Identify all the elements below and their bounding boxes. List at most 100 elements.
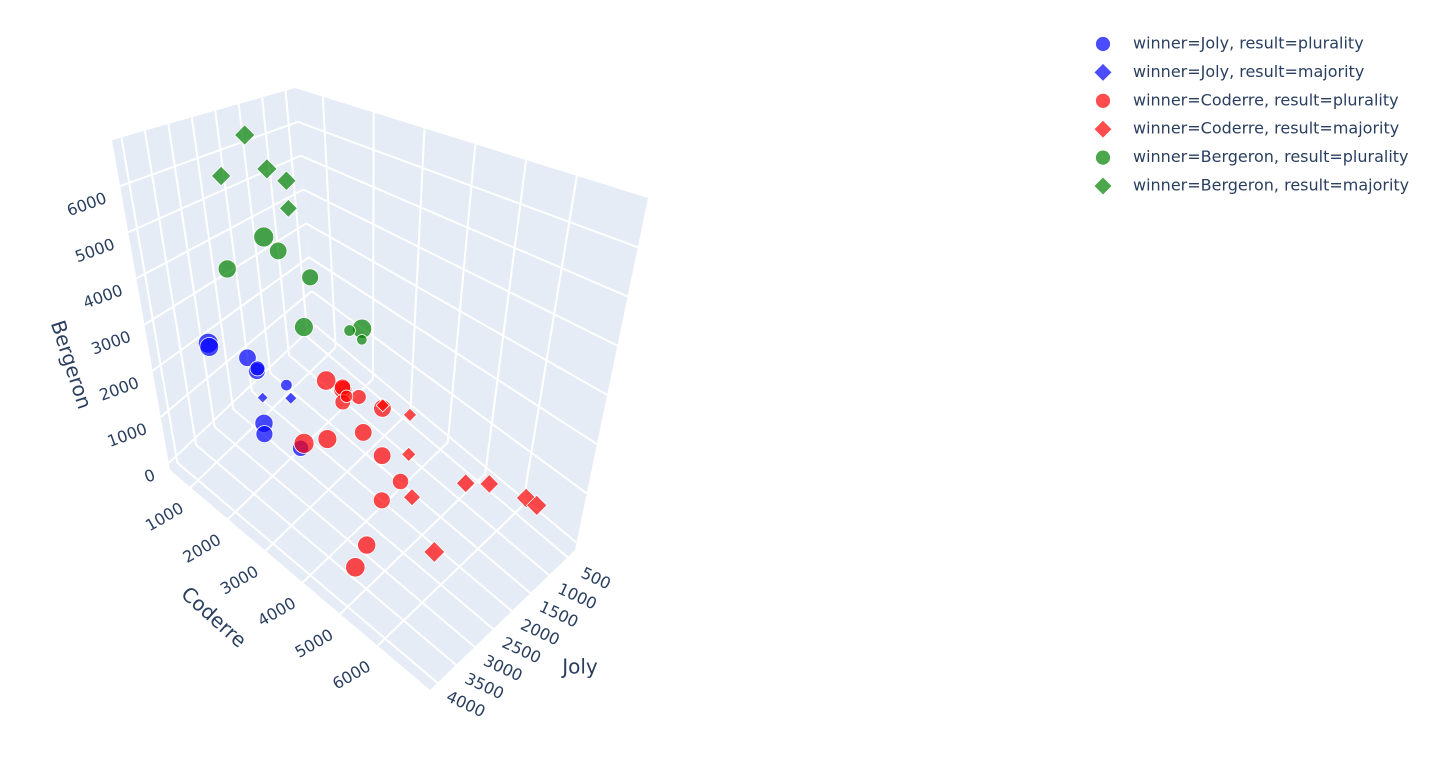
data-point [354, 423, 373, 442]
data-point [255, 425, 274, 444]
data-point [249, 360, 266, 377]
grid-line [195, 444, 457, 666]
legend-marker [1095, 36, 1111, 52]
grid-line [120, 137, 179, 463]
grid-line [135, 188, 304, 280]
grid-line [261, 97, 290, 356]
y-tick-label: 6000 [329, 657, 374, 694]
grid-line [305, 222, 608, 396]
y-axis-title: Coderre [177, 581, 252, 652]
grid-line [521, 175, 578, 506]
grid-line [284, 90, 309, 338]
data-point [372, 446, 392, 465]
data-point [345, 557, 366, 578]
grid-line [297, 120, 639, 249]
z-axis-title: Bergeron [46, 317, 97, 412]
y-tick-label: 2000 [179, 530, 224, 567]
grid-line [151, 256, 310, 372]
legend-marker [1095, 149, 1111, 166]
data-point [268, 241, 288, 261]
grid-line [409, 128, 426, 411]
data-point [199, 337, 220, 357]
y-tick-label: 5000 [292, 625, 337, 662]
data-point [276, 170, 297, 192]
data-point [402, 407, 418, 423]
data-point [238, 348, 257, 368]
grid-line [288, 354, 550, 576]
data-point [253, 226, 275, 248]
scene-points [197, 124, 548, 578]
data-point [455, 473, 476, 494]
data-point [210, 165, 232, 187]
data-point [343, 324, 356, 337]
legend-item[interactable]: winner=Joly, result=plurality [1095, 34, 1364, 53]
x-axis-title: Joly [560, 655, 598, 679]
data-point [479, 473, 500, 494]
data-point [256, 158, 278, 180]
grid-line [167, 123, 216, 428]
legend-item[interactable]: winner=Joly, result=majority [1093, 62, 1364, 82]
data-point [233, 124, 256, 146]
data-point [375, 398, 390, 413]
z-tick-label: 3000 [89, 327, 134, 359]
grid-line [308, 256, 598, 445]
y-tick-label: 3000 [217, 562, 262, 599]
data-point [294, 317, 314, 337]
grid-line [306, 336, 569, 558]
data-point [293, 432, 315, 454]
data-point [301, 268, 320, 287]
grid-line [321, 96, 337, 348]
data-point [391, 472, 410, 491]
data-point [350, 389, 367, 405]
legend-label: winner=Coderre, result=plurality [1133, 90, 1399, 109]
grid-line [484, 159, 528, 475]
data-point [278, 198, 298, 218]
data-point [217, 259, 237, 279]
grid-line [168, 324, 316, 464]
data-point [372, 491, 391, 510]
legend: winner=Joly, result=plurality winner=Joly… [1093, 34, 1409, 196]
y-tick-label: 4000 [254, 593, 299, 630]
legend-label: winner=Joly, result=plurality [1133, 34, 1364, 53]
data-point [526, 494, 548, 517]
grid-line [143, 130, 198, 446]
data-point [317, 429, 338, 449]
data-point [256, 391, 269, 404]
data-point [339, 389, 354, 403]
legend-marker [1093, 119, 1113, 139]
legend-item[interactable]: winner=Bergeron, result=plurality [1095, 147, 1409, 166]
data-point [316, 370, 337, 391]
legend-marker [1093, 176, 1113, 196]
grid-line [371, 112, 375, 380]
z-tick-label: 6000 [64, 188, 109, 220]
grid-line [446, 144, 477, 443]
data-point [280, 378, 293, 392]
legend-item[interactable]: winner=Bergeron, result=majority [1093, 176, 1409, 196]
grid-line [176, 462, 439, 684]
grid-line [376, 504, 524, 647]
grid-line [339, 473, 486, 615]
legend-marker [1095, 92, 1111, 109]
y-tick-label: 1000 [142, 498, 187, 535]
grid-line [264, 410, 412, 552]
data-point [400, 446, 417, 463]
legend-label: winner=Coderre, result=majority [1133, 119, 1399, 138]
legend-label: winner=Bergeron, result=majority [1133, 176, 1409, 195]
back-wall [295, 88, 648, 550]
legend-label: winner=Bergeron, result=plurality [1133, 147, 1409, 166]
grid-line [190, 117, 235, 410]
legend-item[interactable]: winner=Coderre, result=majority [1093, 119, 1399, 139]
grid-line [232, 408, 494, 630]
data-point [356, 334, 368, 346]
grid-line [119, 120, 299, 188]
grid-line [213, 426, 476, 648]
legend-label: winner=Joly, result=majority [1133, 62, 1364, 81]
data-point [402, 488, 422, 507]
z-tick-label: 4000 [80, 281, 125, 313]
legend-item[interactable]: winner=Coderre, result=plurality [1095, 90, 1399, 109]
legend-marker [1093, 62, 1113, 82]
data-point [284, 391, 298, 405]
z-tick-label: 5000 [72, 234, 117, 266]
grid-line [300, 154, 628, 298]
